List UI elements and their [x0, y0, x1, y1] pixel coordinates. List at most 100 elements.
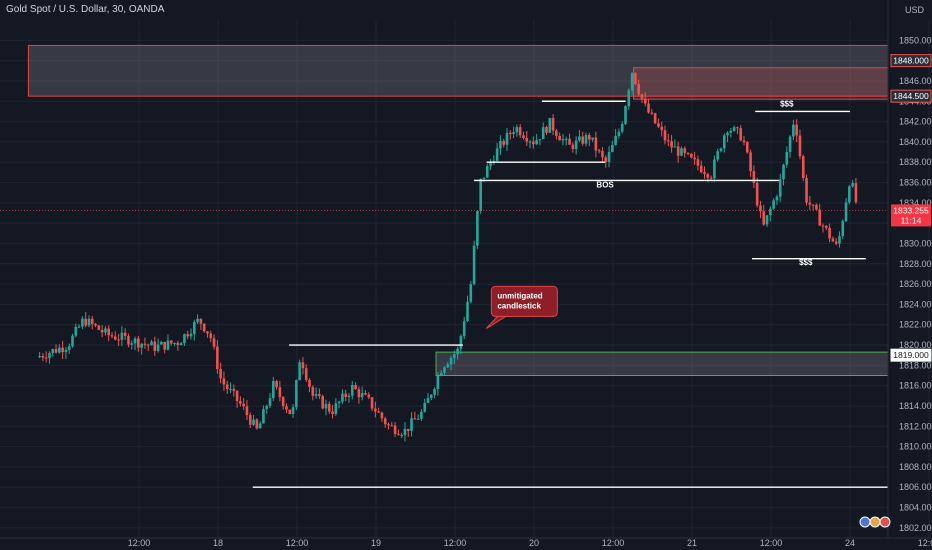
candle	[805, 174, 808, 206]
candle-body	[601, 151, 604, 158]
candle	[535, 134, 538, 145]
candle-body	[620, 123, 624, 132]
candle-body	[351, 384, 354, 396]
candle-body	[393, 425, 397, 434]
candle	[509, 130, 512, 140]
candle	[90, 315, 94, 330]
candle	[821, 223, 825, 233]
candle	[64, 346, 68, 359]
candle-body	[295, 380, 298, 408]
candle	[676, 141, 680, 163]
candle	[443, 366, 446, 376]
candle	[295, 379, 298, 411]
bos-label: BOS	[596, 181, 614, 190]
candle	[143, 337, 147, 349]
candle	[653, 112, 657, 125]
candle-body	[732, 127, 736, 131]
candle	[663, 125, 667, 145]
candle	[351, 381, 354, 400]
candle-body	[604, 157, 608, 162]
candle-body	[762, 211, 766, 225]
candle-body	[360, 393, 364, 398]
y-tick-label: 1810.000	[899, 442, 932, 452]
x-tick-label: 19	[371, 538, 381, 548]
candle-body	[522, 135, 525, 138]
candle-body	[801, 156, 805, 178]
candle-body	[815, 204, 818, 210]
candle-body	[387, 424, 390, 426]
candle-body	[186, 334, 190, 337]
candle	[499, 135, 502, 155]
candle-body	[459, 336, 463, 349]
candle-body	[825, 225, 828, 228]
candle-body	[436, 375, 440, 390]
candle	[160, 340, 163, 345]
candle	[581, 131, 585, 146]
candle	[699, 160, 703, 174]
candle	[792, 119, 795, 141]
candle	[459, 334, 463, 355]
candle	[38, 352, 41, 359]
supply-zone	[27, 44, 888, 97]
candle	[515, 124, 519, 137]
candle	[235, 390, 239, 408]
candle	[146, 343, 150, 352]
y-tick-label: 1818.000	[899, 360, 932, 370]
candle	[163, 341, 166, 354]
candle-body	[683, 148, 687, 153]
candle	[854, 177, 858, 205]
candle-body	[489, 162, 492, 167]
candle-body	[248, 415, 252, 425]
candle	[759, 200, 762, 219]
x-tick-label: 21	[687, 538, 697, 548]
candle-body	[229, 388, 232, 390]
candle	[634, 72, 637, 86]
candle	[640, 93, 644, 104]
candle	[206, 331, 209, 338]
candle	[436, 372, 440, 396]
candle	[604, 155, 608, 168]
candle	[588, 132, 591, 147]
candle	[255, 418, 259, 430]
candle	[229, 382, 232, 393]
candle-body	[492, 160, 496, 163]
candle	[232, 384, 236, 397]
candle-body	[97, 325, 101, 330]
candle-body	[298, 362, 301, 381]
x-tick-label: 12:00	[602, 538, 625, 548]
candle-body	[469, 284, 473, 302]
candle-body	[146, 344, 150, 346]
level-tag: 1848.000	[890, 54, 932, 68]
candle-body	[281, 397, 285, 407]
candle	[120, 326, 124, 346]
candle-body	[222, 378, 226, 385]
event-badge-icon	[859, 516, 871, 528]
candle-body	[235, 390, 239, 401]
candle-body	[245, 406, 249, 416]
x-tick-label: 12:00	[128, 538, 151, 548]
candle	[775, 194, 779, 205]
candle	[262, 405, 265, 424]
candle	[495, 142, 499, 162]
candle	[268, 392, 272, 409]
candle	[624, 105, 627, 125]
x-tick-label: 24	[845, 538, 855, 548]
callout-text-1: candlestick	[497, 301, 541, 310]
candle-body	[528, 141, 532, 143]
candle-body	[354, 384, 357, 390]
candle-body	[640, 94, 644, 99]
candle-body	[851, 183, 854, 187]
y-tick-label: 1842.000	[899, 117, 932, 127]
candle	[258, 421, 262, 429]
candle-body	[94, 323, 97, 326]
candle	[578, 130, 581, 143]
candle-body	[318, 394, 321, 397]
event-badge-icon	[879, 516, 891, 528]
candle-body	[74, 326, 78, 336]
candle-body	[624, 106, 627, 124]
candle-body	[51, 349, 55, 354]
candle	[564, 136, 568, 146]
candle-body	[324, 403, 328, 409]
candle	[183, 333, 186, 347]
